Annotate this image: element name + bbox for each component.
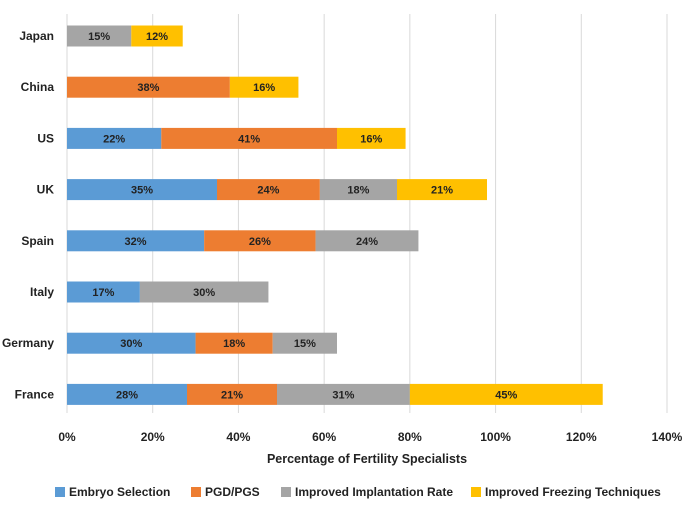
data-label: 30% bbox=[193, 287, 215, 299]
data-label: 45% bbox=[495, 389, 517, 401]
x-tick-label: 20% bbox=[141, 430, 165, 444]
data-label: 22% bbox=[103, 133, 125, 145]
data-label: 30% bbox=[120, 338, 142, 350]
x-tick-label: 40% bbox=[226, 430, 250, 444]
bar-segment bbox=[195, 332, 273, 354]
bar-segment bbox=[67, 127, 162, 149]
x-tick-label: 140% bbox=[652, 430, 683, 444]
data-label: 16% bbox=[360, 133, 382, 145]
bar-segment bbox=[131, 25, 183, 47]
legend-label: Embryo Selection bbox=[69, 485, 170, 499]
bar-segment bbox=[217, 179, 320, 201]
bar-segment bbox=[337, 127, 406, 149]
x-axis-title: Percentage of Fertility Specialists bbox=[267, 452, 467, 466]
legend-swatch bbox=[191, 487, 201, 497]
legend-label: Improved Freezing Techniques bbox=[485, 485, 661, 499]
legend-label: Improved Implantation Rate bbox=[295, 485, 453, 499]
data-label: 31% bbox=[332, 389, 354, 401]
bar-segment bbox=[409, 383, 603, 405]
category-label: France bbox=[15, 387, 55, 401]
data-label: 18% bbox=[223, 338, 245, 350]
category-label: Germany bbox=[2, 336, 54, 350]
category-label: Spain bbox=[21, 234, 54, 248]
data-label: 18% bbox=[347, 185, 369, 197]
bar-segment bbox=[277, 383, 410, 405]
data-label: 17% bbox=[92, 287, 114, 299]
x-tick-label: 100% bbox=[480, 430, 511, 444]
category-labels: Japan China US UK Spain Italy Germany France bbox=[2, 29, 54, 401]
x-axis-ticks: 0% 20% 40% 60% 80% 100% 120% 140% bbox=[58, 430, 682, 444]
data-label: 32% bbox=[125, 236, 147, 248]
legend-swatch bbox=[471, 487, 481, 497]
legend-swatch bbox=[55, 487, 65, 497]
bar-segment bbox=[139, 281, 269, 303]
bar-segment bbox=[397, 179, 487, 201]
legend: Embryo Selection PGD/PGS Improved Implanta… bbox=[55, 485, 661, 499]
x-tick-label: 0% bbox=[58, 430, 76, 444]
bar-segment bbox=[272, 332, 337, 354]
bar-segment bbox=[319, 179, 397, 201]
bar-segment bbox=[161, 127, 337, 149]
bar-segment bbox=[187, 383, 277, 405]
data-label: 26% bbox=[249, 236, 271, 248]
x-tick-label: 80% bbox=[398, 430, 422, 444]
data-label: 28% bbox=[116, 389, 138, 401]
bar-segment bbox=[67, 76, 230, 98]
bar-segment bbox=[67, 281, 140, 303]
category-label: China bbox=[21, 80, 55, 94]
bar-segment bbox=[204, 230, 316, 252]
bar-segment bbox=[67, 25, 132, 47]
category-label: Italy bbox=[30, 285, 54, 299]
data-label: 41% bbox=[238, 133, 260, 145]
bar-segment bbox=[67, 383, 187, 405]
data-label: 24% bbox=[257, 185, 279, 197]
bar-segment bbox=[315, 230, 419, 252]
legend-swatch bbox=[281, 487, 291, 497]
x-tick-label: 60% bbox=[312, 430, 336, 444]
data-label: 15% bbox=[294, 338, 316, 350]
category-label: Japan bbox=[19, 29, 54, 43]
data-label: 16% bbox=[253, 82, 275, 94]
bar-segment bbox=[67, 230, 205, 252]
data-label: 35% bbox=[131, 185, 153, 197]
data-label: 38% bbox=[137, 82, 159, 94]
category-label: US bbox=[37, 131, 54, 145]
bar-segment bbox=[229, 76, 299, 98]
data-label: 21% bbox=[431, 185, 453, 197]
bar-segment bbox=[67, 332, 196, 354]
bars: 15% 12% 38% 16% 22% 41% 16% 35% 24% 18% 21% 32% 26% 2… bbox=[67, 25, 603, 405]
data-label: 24% bbox=[356, 236, 378, 248]
data-label: 21% bbox=[221, 389, 243, 401]
data-label: 15% bbox=[88, 31, 110, 43]
legend-label: PGD/PGS bbox=[205, 485, 260, 499]
x-tick-label: 120% bbox=[566, 430, 597, 444]
data-label: 12% bbox=[146, 31, 168, 43]
bar-segment bbox=[67, 179, 217, 201]
category-label: UK bbox=[37, 183, 55, 197]
